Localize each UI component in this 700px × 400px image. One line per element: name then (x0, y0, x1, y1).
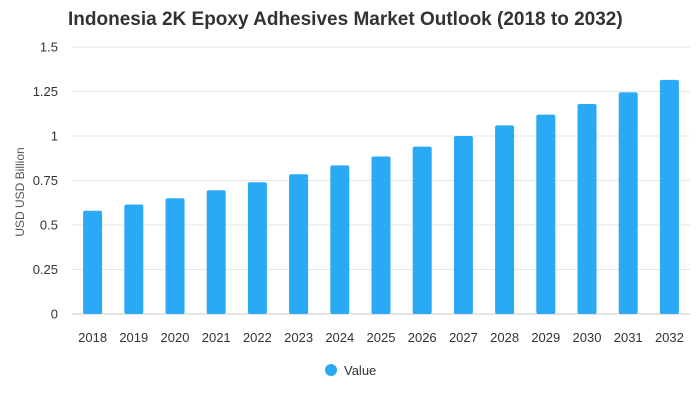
bar-2022[interactable] (247, 182, 267, 314)
y-tick-label: 1.5 (40, 40, 58, 55)
x-tick-label: 2031 (614, 330, 643, 345)
bar-2026[interactable] (412, 146, 432, 314)
x-tick-label: 2028 (490, 330, 519, 345)
x-tick-label: 2025 (367, 330, 396, 345)
x-tick-label: 2022 (243, 330, 272, 345)
bar-2024[interactable] (330, 165, 350, 314)
x-tick-label: 2032 (655, 330, 684, 345)
bar-2019[interactable] (124, 204, 144, 314)
x-tick-label: 2021 (202, 330, 231, 345)
x-tick-label: 2026 (408, 330, 437, 345)
y-tick-label: 0.5 (40, 218, 58, 233)
y-axis-ticks: 0 0.25 0.5 0.75 1 1.25 1.5 (33, 40, 58, 322)
x-tick-label: 2029 (531, 330, 560, 345)
x-tick-label: 2024 (325, 330, 354, 345)
y-tick-label: 0.75 (33, 173, 58, 188)
bar-2029[interactable] (536, 114, 556, 314)
bar-2031[interactable] (618, 92, 638, 314)
bar-2021[interactable] (206, 190, 226, 314)
chart-title: Indonesia 2K Epoxy Adhesives Market Outl… (68, 9, 623, 30)
x-axis-ticks: 2018 2019 2020 2021 2022 2023 2024 2025 2026 2027… (78, 330, 684, 345)
bar-2032[interactable] (659, 79, 679, 315)
x-tick-label: 2019 (119, 330, 148, 345)
bar-2018[interactable] (83, 210, 103, 314)
legend-swatch-value (325, 364, 337, 376)
bar-2023[interactable] (289, 174, 309, 314)
legend-label-value: Value (344, 363, 376, 378)
y-tick-label: 1.25 (33, 84, 58, 99)
x-tick-label: 2023 (284, 330, 313, 345)
bar-2027[interactable] (453, 136, 473, 314)
y-axis-label: USD USD Billion (13, 147, 27, 236)
y-tick-label: 1 (51, 129, 58, 144)
bar-2030[interactable] (577, 103, 597, 315)
x-tick-label: 2018 (78, 330, 107, 345)
y-tick-label: 0 (51, 307, 58, 322)
bar-2020[interactable] (165, 198, 185, 314)
bar-series (83, 79, 679, 315)
y-tick-label: 0.25 (33, 262, 58, 277)
legend[interactable]: Value (325, 363, 376, 378)
bar-2025[interactable] (371, 156, 391, 314)
x-tick-label: 2020 (161, 330, 190, 345)
x-tick-label: 2030 (573, 330, 602, 345)
x-tick-label: 2027 (449, 330, 478, 345)
bar-2028[interactable] (495, 125, 515, 314)
